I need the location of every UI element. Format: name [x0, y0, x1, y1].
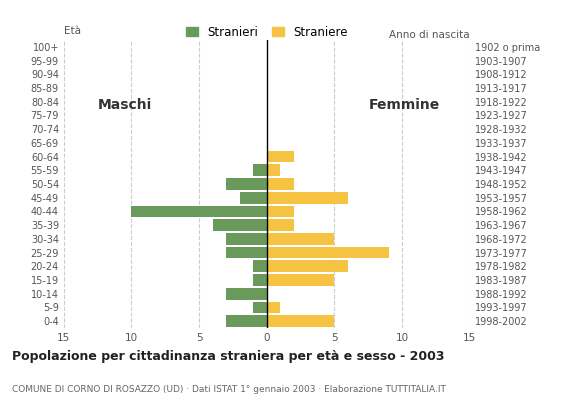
Bar [267, 233, 335, 245]
Bar [267, 206, 294, 217]
Bar [267, 302, 280, 313]
Bar [253, 260, 267, 272]
Bar [226, 315, 267, 327]
Bar [253, 274, 267, 286]
Bar [226, 288, 267, 300]
Bar [226, 233, 267, 245]
Text: Maschi: Maschi [97, 98, 152, 112]
Bar [267, 315, 335, 327]
Bar [267, 260, 348, 272]
Legend: Stranieri, Straniere: Stranieri, Straniere [186, 26, 348, 39]
Bar [267, 247, 389, 258]
Bar [226, 178, 267, 190]
Bar [253, 302, 267, 313]
Bar [267, 178, 294, 190]
Text: Popolazione per cittadinanza straniera per età e sesso - 2003: Popolazione per cittadinanza straniera p… [12, 350, 444, 363]
Text: Anno di nascita: Anno di nascita [389, 30, 470, 40]
Bar [132, 206, 267, 217]
Bar [267, 164, 280, 176]
Bar [253, 164, 267, 176]
Bar [240, 192, 267, 204]
Text: COMUNE DI CORNO DI ROSAZZO (UD) · Dati ISTAT 1° gennaio 2003 · Elaborazione TUTT: COMUNE DI CORNO DI ROSAZZO (UD) · Dati I… [12, 385, 445, 394]
Text: Femmine: Femmine [368, 98, 440, 112]
Bar [267, 192, 348, 204]
Bar [226, 247, 267, 258]
Text: Età: Età [64, 26, 81, 36]
Bar [267, 274, 335, 286]
Bar [267, 151, 294, 162]
Bar [267, 219, 294, 231]
Bar [213, 219, 267, 231]
